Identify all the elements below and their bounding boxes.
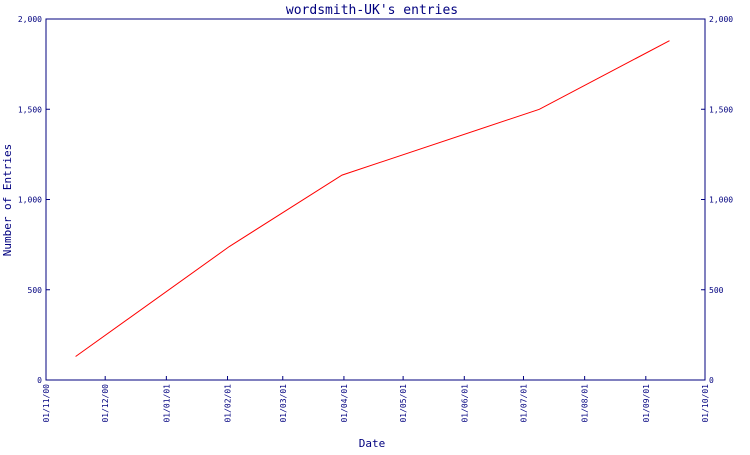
x-tick-label: 01/08/01 [581, 384, 590, 423]
x-tick-label: 01/06/01 [460, 384, 469, 423]
y-tick-label-right: 1,500 [709, 105, 733, 114]
x-tick-label: 01/12/00 [101, 384, 110, 423]
y-tick-label-left: 500 [28, 286, 43, 295]
y-tick-label-left: 2,000 [18, 15, 42, 24]
y-tick-label-left: 1,500 [18, 105, 42, 114]
series-layer [75, 40, 670, 357]
x-tick-label: 01/03/01 [279, 384, 288, 423]
series-line [75, 40, 670, 357]
y-axis-label: Number of Entries [1, 144, 14, 257]
chart-title: wordsmith-UK's entries [286, 3, 458, 18]
y-axis-left: 0 500 1,000 1,500 2,000 [18, 15, 50, 385]
x-tick-label: 01/05/01 [399, 384, 408, 423]
x-tick-label: 01/10/01 [701, 384, 710, 423]
x-tick-label: 01/11/00 [42, 384, 51, 423]
x-tick-label: 01/04/01 [340, 384, 349, 423]
x-tick-label: 01/01/01 [162, 384, 171, 423]
x-tick-label: 01/07/01 [519, 384, 528, 423]
x-tick-label: 01/09/01 [642, 384, 651, 423]
x-tick-label: 01/02/01 [224, 384, 233, 423]
x-axis-label: Date [359, 437, 386, 450]
y-tick-label-left: 1,000 [18, 196, 42, 205]
y-tick-label-right: 500 [709, 286, 724, 295]
y-tick-label-right: 1,000 [709, 196, 733, 205]
y-tick-label-left: 0 [37, 376, 42, 385]
plot-frame [45, 18, 706, 381]
y-tick-label-right: 2,000 [709, 15, 733, 24]
y-tick-label-right: 0 [709, 376, 714, 385]
x-axis: 01/11/00 01/12/00 01/01/01 01/02/01 01/03/01… [42, 376, 710, 423]
y-axis-right: 0 500 1,000 1,500 2,000 [701, 15, 733, 385]
